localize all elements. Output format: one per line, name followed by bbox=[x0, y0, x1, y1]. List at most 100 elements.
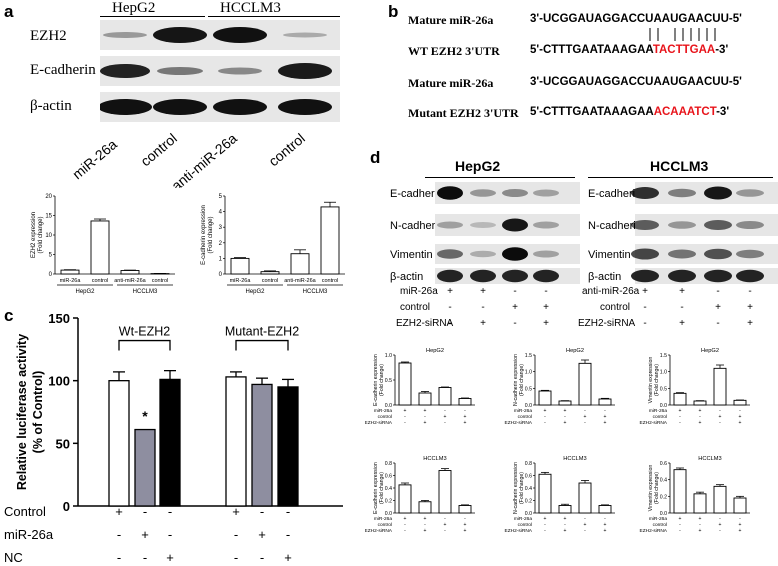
blot-band bbox=[153, 99, 207, 115]
sign: - bbox=[404, 522, 406, 528]
sign: + bbox=[464, 522, 467, 528]
y-axis-label: (Fold change) bbox=[38, 216, 44, 253]
y-tick-label: 1.0 bbox=[385, 353, 392, 359]
panel-letter-c: c bbox=[4, 306, 14, 325]
blot-band bbox=[631, 220, 659, 230]
sign: - bbox=[716, 286, 719, 297]
seq-label: Mature miR-26a bbox=[408, 76, 494, 90]
bar bbox=[320, 206, 340, 275]
chart-title: HCCLM3 bbox=[423, 456, 446, 462]
sign: - bbox=[544, 420, 546, 426]
y-axis-label: (Fold change) bbox=[654, 364, 660, 396]
y-axis-label: (% of Control) bbox=[31, 371, 45, 454]
condition-label: EZH2-siRNA bbox=[578, 318, 636, 329]
y-axis-label: (Fold change) bbox=[379, 472, 385, 504]
sign: - bbox=[544, 522, 546, 528]
bar bbox=[277, 386, 299, 507]
bar bbox=[673, 392, 687, 406]
group-label: HepG2 bbox=[245, 289, 265, 295]
sign: + bbox=[699, 528, 702, 534]
blot-row-label: Vimentin bbox=[390, 249, 433, 261]
y-tick-label: 0.6 bbox=[525, 474, 532, 480]
x-tick-label: anti-miR-26a bbox=[284, 278, 316, 284]
group-label: Wt-EZH2 bbox=[119, 325, 170, 339]
sign: + bbox=[679, 408, 682, 414]
blot-row-label: β-actin bbox=[30, 98, 72, 114]
sign: + bbox=[739, 414, 742, 420]
sign: + bbox=[747, 318, 753, 329]
sign: - bbox=[544, 528, 546, 534]
blot-row-label: β-actin bbox=[390, 271, 423, 283]
blot-band bbox=[668, 249, 696, 259]
sign: - bbox=[424, 414, 426, 420]
x-tick-label: control bbox=[262, 278, 279, 284]
sign: + bbox=[444, 522, 447, 528]
blot-band bbox=[218, 67, 262, 75]
y-tick-label: 2 bbox=[219, 241, 223, 247]
sign: - bbox=[679, 420, 681, 426]
y-tick-label: 1.5 bbox=[660, 353, 667, 359]
bar bbox=[90, 220, 110, 275]
blot-band bbox=[533, 221, 559, 229]
blot-band bbox=[631, 248, 659, 260]
sign: - bbox=[604, 516, 606, 522]
group-line bbox=[208, 16, 340, 17]
row-label: EZH2-siRNA bbox=[365, 528, 393, 534]
condition-label: anti-miR-26a bbox=[582, 286, 640, 297]
lane-labels-a: miR-26a control anti-miR-26a control bbox=[70, 130, 308, 188]
sign: - bbox=[143, 504, 147, 519]
panel-letter-b: b bbox=[388, 2, 399, 21]
row-label: miR-26a bbox=[649, 516, 667, 522]
sign: + bbox=[584, 414, 587, 420]
blot-band bbox=[704, 248, 732, 260]
sign: + bbox=[480, 286, 486, 297]
sign: - bbox=[404, 414, 406, 420]
sign: - bbox=[719, 408, 721, 414]
y-tick-label: 0.6 bbox=[660, 461, 667, 467]
blot-row-label: EZH2 bbox=[30, 28, 67, 44]
y-tick-label: 15 bbox=[45, 214, 52, 220]
sign: + bbox=[424, 420, 427, 426]
bar bbox=[713, 485, 727, 514]
bar bbox=[251, 383, 273, 507]
blot-row-label: N-cadherin bbox=[588, 220, 642, 232]
sign: + bbox=[584, 522, 587, 528]
y-tick-label: 0 bbox=[49, 272, 53, 278]
row-label: control bbox=[653, 522, 667, 528]
bar bbox=[693, 400, 707, 406]
sign: + bbox=[115, 504, 123, 519]
sign: - bbox=[117, 527, 121, 542]
sign: - bbox=[260, 550, 264, 565]
sign: - bbox=[234, 527, 238, 542]
y-tick-label: 3 bbox=[219, 225, 223, 231]
lane-label: miR-26a bbox=[70, 136, 120, 182]
sign: - bbox=[286, 504, 290, 519]
y-tick-label: 0.2 bbox=[525, 499, 532, 505]
bar bbox=[120, 270, 140, 275]
group-label: HCCLM3 bbox=[133, 289, 158, 295]
cell-line-hepg2: HepG2 bbox=[112, 0, 156, 16]
cell-line-hepg2: HepG2 bbox=[455, 158, 501, 174]
bar bbox=[578, 362, 592, 406]
sign: + bbox=[715, 302, 721, 313]
blot-row-label: β-actin bbox=[588, 271, 621, 283]
blot-band bbox=[631, 269, 659, 283]
bar bbox=[458, 505, 472, 514]
blot-band bbox=[437, 186, 463, 200]
bar bbox=[673, 469, 687, 514]
row-label: control bbox=[378, 414, 392, 420]
western-blot-a bbox=[100, 20, 340, 122]
sign: + bbox=[739, 528, 742, 534]
sign: + bbox=[480, 318, 486, 329]
sign: - bbox=[719, 516, 721, 522]
sign: + bbox=[642, 286, 648, 297]
blot-band bbox=[100, 99, 152, 115]
bar bbox=[60, 269, 80, 275]
sign: - bbox=[168, 527, 172, 542]
y-tick-label: 1.0 bbox=[525, 370, 532, 376]
y-tick-label: 100 bbox=[48, 374, 70, 389]
cell-line-hcclm3: HCCLM3 bbox=[220, 0, 281, 16]
row-label: EZH2-siRNA bbox=[365, 420, 393, 426]
y-tick-label: 0.0 bbox=[660, 403, 667, 409]
chart-title: HepG2 bbox=[426, 348, 444, 354]
